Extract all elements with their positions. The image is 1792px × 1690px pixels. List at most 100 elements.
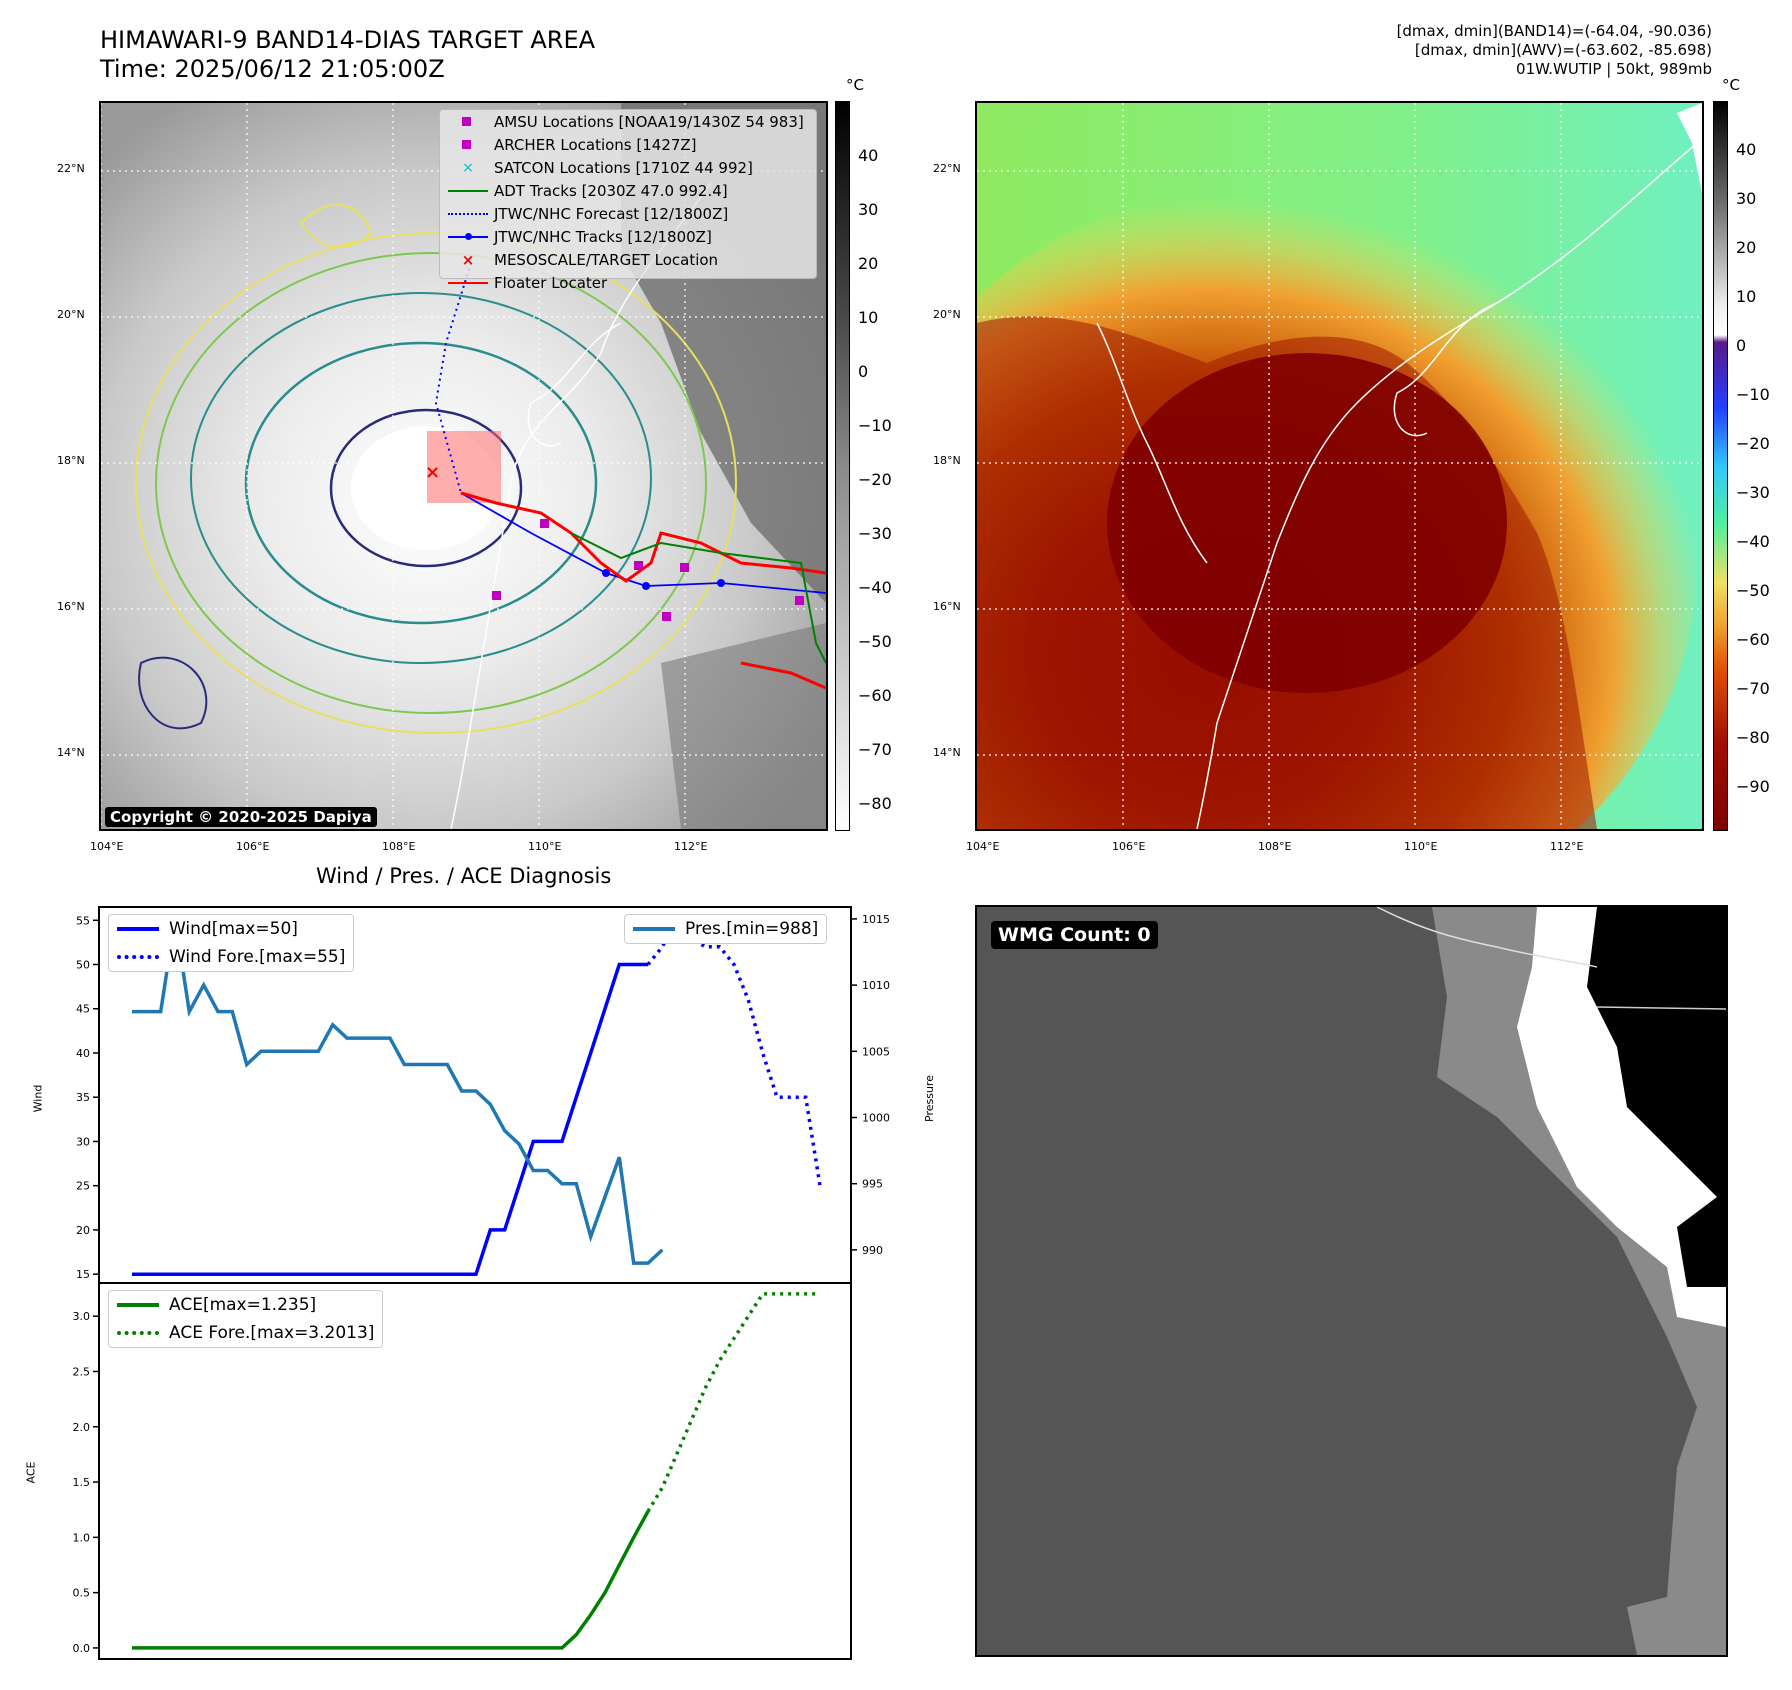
- lat-tick: 14°N: [933, 746, 961, 759]
- colorbar-tick: 0: [1736, 336, 1747, 355]
- pressure-tick-label: 1015: [862, 913, 890, 926]
- line-marker-icon: [448, 185, 488, 197]
- wind-tick-label: 50: [76, 959, 90, 972]
- line-dot-icon: [448, 231, 488, 243]
- stats-band14: [dmax, dmin](BAND14)=(-64.04, -90.036): [1396, 22, 1712, 40]
- wind-tick-label: 45: [76, 1003, 90, 1016]
- svg-text:×: ×: [425, 462, 440, 483]
- diagnosis-chart: 55 50 45 40 35 30 25 20 15 1015 1010 1005 1000 995 99…: [73, 906, 890, 1660]
- wind-axis-label: Wind: [31, 1084, 45, 1113]
- ace-series-line: [132, 1510, 650, 1650]
- legend-ace-forecast: ACE Fore.[max=3.2013]: [109, 1319, 382, 1347]
- colorbar-tick: −70: [858, 740, 892, 759]
- stats-storm: 01W.WUTIP | 50kt, 989mb: [1516, 60, 1712, 78]
- colorbar-tick: −20: [858, 470, 892, 489]
- dotted-line-icon: [117, 1331, 159, 1335]
- colorbar-tick: 40: [858, 146, 879, 165]
- lat-tick: 16°N: [57, 600, 85, 613]
- wind-tick-label: 20: [76, 1224, 90, 1237]
- stats-awv: [dmax, dmin](AWV)=(-63.602, -85.698): [1414, 41, 1712, 59]
- colorbar-tick: −40: [1736, 532, 1770, 551]
- pressure-tick-label: 990: [862, 1244, 883, 1257]
- wmg-image: [1376, 907, 1726, 1655]
- pressure-tick-label: 1010: [862, 979, 890, 992]
- legend-item-satcon: × SATCON Locations [1710Z 44 992]: [440, 156, 816, 179]
- stats-block: [dmax, dmin](BAND14)=(-64.04, -90.036) […: [1397, 22, 1712, 79]
- ace-tick-label: 0.5: [73, 1587, 91, 1600]
- colorbar-tick: −60: [1736, 630, 1770, 649]
- x-marker-icon: ×: [462, 159, 474, 176]
- wmg-panel: WMG Count: 0: [975, 905, 1728, 1657]
- lon-tick: 110°E: [1404, 840, 1438, 853]
- colorbar-tick: −70: [1736, 679, 1770, 698]
- wind-forecast-series-line: [646, 917, 822, 1186]
- colorbar-tick: −80: [858, 794, 892, 813]
- legend-item-forecast: JTWC/NHC Forecast [12/1800Z]: [440, 202, 816, 225]
- ace-legend: ACE[max=1.235] ACE Fore.[max=3.2013]: [108, 1290, 384, 1348]
- wind-tick-label: 35: [76, 1091, 90, 1104]
- lat-tick: 18°N: [57, 454, 85, 467]
- ace-forecast-series-line: [646, 1292, 820, 1513]
- title-line-1: HIMAWARI-9 BAND14-DIAS TARGET AREA: [100, 26, 596, 54]
- map-legend: AMSU Locations [NOAA19/1430Z 54 983] ARC…: [439, 109, 817, 292]
- dotted-line-icon: [448, 208, 488, 220]
- legend-item-tracks: JTWC/NHC Tracks [12/1800Z]: [440, 225, 816, 248]
- wmg-count-badge: WMG Count: 0: [991, 921, 1158, 949]
- pressure-axis-label: Pressure: [922, 1075, 936, 1122]
- ace-tick-label: 2.5: [73, 1365, 91, 1378]
- lat-tick: 20°N: [57, 308, 85, 321]
- lon-tick: 106°E: [1112, 840, 1146, 853]
- ace-tick-label: 2.0: [73, 1421, 91, 1434]
- colorbar-tick: −80: [1736, 728, 1770, 747]
- pressure-legend: Pres.[min=988]: [624, 914, 828, 944]
- wind-tick-label: 55: [76, 914, 90, 927]
- lon-tick: 112°E: [674, 840, 708, 853]
- colorbar-tick: 20: [858, 254, 879, 273]
- colorbar-tick: −10: [1736, 385, 1770, 404]
- line-marker-icon: [117, 927, 159, 931]
- pressure-series-line: [132, 918, 664, 1265]
- colorbar-tick: −20: [1736, 434, 1770, 453]
- colorbar-tick: −90: [1736, 777, 1770, 796]
- pressure-tick-label: 995: [862, 1178, 883, 1191]
- colorbar-tick: −10: [858, 416, 892, 435]
- colorbar-tick: 30: [858, 200, 879, 219]
- wind-tick-label: 15: [76, 1268, 90, 1281]
- copyright-badge: Copyright © 2020-2025 Dapiya: [105, 807, 377, 827]
- legend-pressure: Pres.[min=988]: [625, 915, 826, 943]
- legend-ace: ACE[max=1.235]: [109, 1291, 382, 1319]
- awv-colorbar: [1713, 101, 1728, 831]
- colorbar-tick: 10: [1736, 287, 1757, 306]
- ace-panel: [98, 1282, 852, 1660]
- ace-axis-label: ACE: [24, 1461, 38, 1484]
- lat-tick: 20°N: [933, 308, 961, 321]
- lat-tick: 16°N: [933, 600, 961, 613]
- diagnosis-title: Wind / Pres. / ACE Diagnosis: [316, 864, 612, 888]
- ace-tick-label: 1.5: [73, 1476, 91, 1489]
- lon-tick: 112°E: [1550, 840, 1584, 853]
- line-marker-icon: [633, 927, 675, 931]
- line-marker-icon: [448, 277, 488, 289]
- colorbar-tick: −50: [1736, 581, 1770, 600]
- chart-title: HIMAWARI-9 BAND14-DIAS TARGET AREA Time:…: [100, 26, 595, 84]
- legend-item-mesoscale: × MESOSCALE/TARGET Location: [440, 248, 816, 271]
- ace-tick-label: 0.0: [73, 1642, 91, 1655]
- title-line-2: Time: 2025/06/12 21:05:00Z: [100, 55, 445, 83]
- lon-tick: 108°E: [382, 840, 416, 853]
- lon-tick: 108°E: [1258, 840, 1292, 853]
- wind-legend: Wind[max=50] Wind Fore.[max=55]: [108, 914, 355, 972]
- band14-map: × AMSU Locations [NOAA19/1430Z 54 983] A…: [99, 101, 828, 831]
- dotted-line-icon: [117, 955, 159, 959]
- awv-map-image: [977, 103, 1702, 829]
- line-marker-icon: [117, 1303, 159, 1307]
- colorbar-tick: 30: [1736, 189, 1757, 208]
- colorbar-unit: °C: [1722, 76, 1740, 94]
- band14-colorbar: [835, 101, 850, 831]
- pressure-tick-label: 1005: [862, 1045, 890, 1058]
- lat-tick: 18°N: [933, 454, 961, 467]
- legend-item-amsu: AMSU Locations [NOAA19/1430Z 54 983]: [440, 110, 816, 133]
- ace-tick-label: 1.0: [73, 1531, 91, 1544]
- ace-tick-label: 3.0: [73, 1310, 91, 1323]
- colorbar-tick: 10: [858, 308, 879, 327]
- wind-series-line: [132, 962, 648, 1276]
